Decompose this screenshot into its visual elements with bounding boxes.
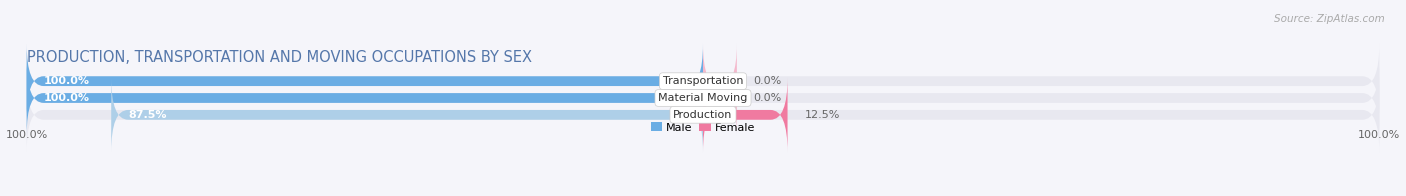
FancyBboxPatch shape (27, 44, 1379, 118)
Text: Material Moving: Material Moving (658, 93, 748, 103)
FancyBboxPatch shape (27, 61, 1379, 135)
Text: 12.5%: 12.5% (804, 110, 839, 120)
FancyBboxPatch shape (27, 61, 703, 135)
Text: 0.0%: 0.0% (754, 93, 782, 103)
Text: 87.5%: 87.5% (128, 110, 167, 120)
FancyBboxPatch shape (703, 78, 787, 152)
Text: 0.0%: 0.0% (754, 76, 782, 86)
FancyBboxPatch shape (703, 61, 737, 135)
FancyBboxPatch shape (111, 78, 703, 152)
FancyBboxPatch shape (27, 78, 1379, 152)
FancyBboxPatch shape (27, 44, 703, 118)
Text: PRODUCTION, TRANSPORTATION AND MOVING OCCUPATIONS BY SEX: PRODUCTION, TRANSPORTATION AND MOVING OC… (27, 50, 531, 64)
Text: Source: ZipAtlas.com: Source: ZipAtlas.com (1274, 14, 1385, 24)
FancyBboxPatch shape (703, 44, 737, 118)
Text: Transportation: Transportation (662, 76, 744, 86)
Text: 100.0%: 100.0% (44, 76, 90, 86)
Legend: Male, Female: Male, Female (651, 122, 755, 132)
Text: Production: Production (673, 110, 733, 120)
Text: 100.0%: 100.0% (44, 93, 90, 103)
